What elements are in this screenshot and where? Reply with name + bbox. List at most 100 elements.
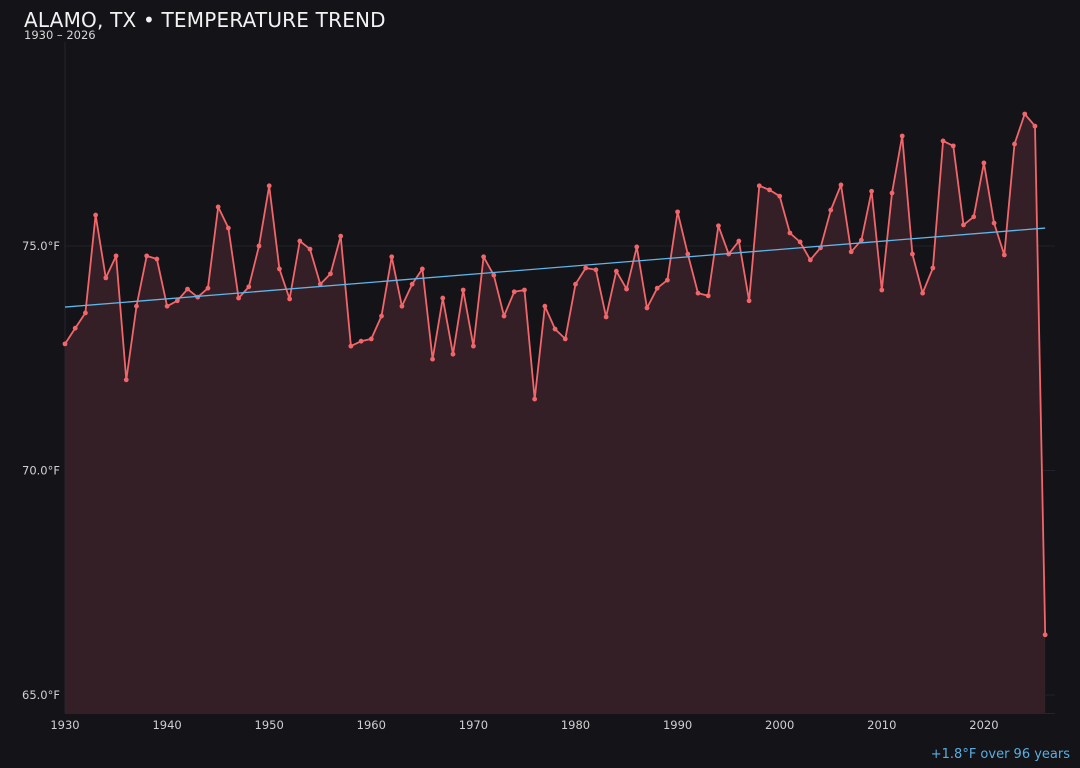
y-tick-label: 65.0°F	[22, 688, 60, 702]
data-point	[113, 253, 119, 259]
data-point	[562, 336, 568, 342]
data-point	[225, 225, 231, 231]
data-point	[961, 222, 966, 228]
chart-subtitle: 1930 – 2026	[24, 28, 96, 42]
data-point	[787, 230, 793, 236]
trend-annotation: +1.8°F over 96 years	[930, 747, 1070, 762]
data-point	[134, 303, 139, 309]
data-point	[705, 293, 711, 299]
data-point	[767, 187, 772, 193]
chart-title: ALAMO, TX • TEMPERATURE TREND	[24, 8, 386, 32]
data-point	[807, 257, 813, 263]
y-tick-label: 75.0°F	[22, 239, 60, 253]
data-point	[307, 246, 313, 252]
data-point	[950, 143, 956, 149]
data-point	[1001, 252, 1007, 258]
data-point	[1042, 632, 1048, 638]
data-point	[511, 289, 517, 295]
data-point	[654, 285, 660, 291]
data-point	[389, 254, 395, 260]
data-point	[716, 223, 721, 229]
data-point	[838, 182, 844, 188]
data-point	[828, 207, 834, 213]
data-point	[542, 303, 548, 309]
x-tick-label: 1930	[50, 718, 79, 732]
x-tick-label: 2010	[867, 718, 896, 732]
x-tick-label: 1990	[663, 718, 692, 732]
data-point	[910, 251, 915, 257]
data-point	[593, 267, 599, 273]
data-point	[123, 377, 129, 383]
data-point	[246, 284, 252, 290]
data-point	[889, 190, 895, 196]
data-point	[848, 249, 854, 255]
data-point	[675, 209, 680, 215]
data-point	[899, 133, 905, 139]
data-point	[491, 272, 497, 278]
data-point	[317, 281, 323, 287]
data-point	[287, 296, 293, 302]
data-point	[256, 243, 262, 249]
x-tick-label: 2020	[969, 718, 998, 732]
data-point	[1022, 111, 1028, 117]
data-point	[971, 214, 977, 220]
data-point	[1012, 141, 1017, 147]
x-tick-label: 1950	[255, 718, 284, 732]
data-point	[1032, 123, 1038, 129]
data-point	[522, 287, 527, 293]
data-point	[144, 253, 150, 259]
y-tick-label: 70.0°F	[22, 464, 60, 478]
data-point	[603, 314, 609, 320]
data-point	[736, 238, 742, 244]
x-tick-label: 1980	[561, 718, 590, 732]
data-point	[573, 281, 578, 287]
data-point	[62, 341, 68, 347]
data-point	[869, 188, 874, 194]
temperature-area-fill	[65, 114, 1046, 713]
data-point	[72, 325, 78, 331]
data-point	[236, 295, 241, 301]
data-point	[379, 313, 384, 319]
data-point	[348, 343, 354, 349]
x-tick-label: 1970	[459, 718, 488, 732]
data-point	[277, 266, 282, 272]
data-point	[154, 256, 160, 262]
data-point	[624, 286, 629, 292]
data-point	[450, 351, 456, 357]
data-point	[879, 287, 885, 293]
data-point	[634, 244, 640, 250]
data-point	[328, 271, 333, 277]
data-point	[532, 396, 538, 402]
data-point	[920, 290, 926, 296]
data-point	[756, 183, 762, 189]
data-point	[991, 220, 997, 226]
data-point	[83, 310, 88, 316]
data-point	[205, 285, 211, 291]
data-point	[471, 343, 476, 349]
data-point	[613, 268, 619, 274]
data-point	[981, 160, 987, 166]
data-point	[358, 338, 364, 344]
data-point	[440, 295, 446, 301]
data-point	[103, 275, 109, 281]
data-point	[399, 303, 405, 309]
data-point	[195, 294, 201, 300]
data-point	[419, 266, 425, 272]
data-point	[858, 237, 864, 243]
data-point	[185, 286, 190, 292]
data-point	[501, 313, 507, 319]
data-point	[368, 336, 374, 342]
data-point	[215, 204, 221, 210]
trend-line	[64, 227, 1046, 308]
x-axis-ticks: 1930 1940 1950 1960 1970 1980 1990 2000 2010 2020	[50, 718, 998, 732]
data-point	[583, 265, 589, 271]
x-tick-label: 2000	[765, 718, 794, 732]
data-point	[552, 326, 558, 332]
data-point	[174, 298, 180, 304]
data-point	[695, 290, 701, 296]
data-point	[930, 265, 936, 271]
data-point	[297, 238, 303, 244]
data-point	[338, 233, 344, 239]
data-point	[746, 298, 752, 304]
